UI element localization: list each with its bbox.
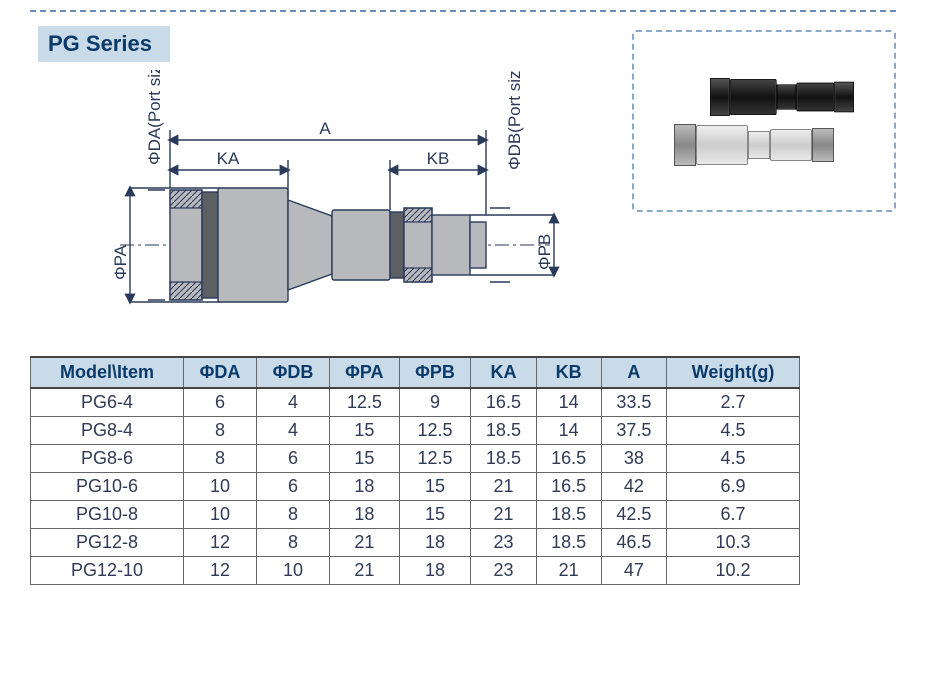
page: PG Series — [0, 0, 926, 697]
col-0: Model\Item — [31, 357, 184, 388]
cell: 37.5 — [601, 417, 666, 445]
cell: 33.5 — [601, 388, 666, 417]
technical-diagram: ΦDA(Port sizeI) ΦDB(Port sizeII) ΦPA ΦPB — [30, 70, 620, 350]
cell: 16.5 — [536, 473, 601, 501]
cell: 6.7 — [667, 501, 800, 529]
cell: 18.5 — [471, 417, 536, 445]
table-row: PG10-810818152118.542.56.7 — [31, 501, 800, 529]
cell: 4.5 — [667, 445, 800, 473]
cell: 10 — [184, 501, 257, 529]
cell: 16.5 — [471, 388, 536, 417]
cell: 18 — [329, 473, 399, 501]
table-row: PG10-610618152116.5426.9 — [31, 473, 800, 501]
cell: PG8-4 — [31, 417, 184, 445]
cell: 18.5 — [471, 445, 536, 473]
cell: 8 — [256, 529, 329, 557]
cell: 10 — [256, 557, 329, 585]
cell: 8 — [256, 501, 329, 529]
cell: 10 — [184, 473, 257, 501]
cell: 12 — [184, 529, 257, 557]
cell: 4 — [256, 388, 329, 417]
cell: 21 — [471, 501, 536, 529]
col-2: ΦDB — [256, 357, 329, 388]
cell: 15 — [329, 445, 399, 473]
table-row: PG8-6861512.518.516.5384.5 — [31, 445, 800, 473]
cell: 21 — [471, 473, 536, 501]
specs-table: Model\ItemΦDAΦDBΦPAΦPBKAKBAWeight(g) PG6… — [30, 356, 800, 585]
cell: 23 — [471, 529, 536, 557]
table-row: PG8-4841512.518.51437.54.5 — [31, 417, 800, 445]
cell: PG8-6 — [31, 445, 184, 473]
cell: 6 — [256, 473, 329, 501]
cell: PG12-10 — [31, 557, 184, 585]
cell: 21 — [536, 557, 601, 585]
cell: 12.5 — [399, 417, 471, 445]
cell: 4 — [256, 417, 329, 445]
cell: 18.5 — [536, 529, 601, 557]
cell: 15 — [399, 473, 471, 501]
label-ka: KA — [217, 149, 240, 168]
cell: PG10-6 — [31, 473, 184, 501]
cell: 18 — [329, 501, 399, 529]
fitting-light — [674, 124, 834, 166]
label-da: ΦDA(Port sizeI) — [145, 70, 164, 165]
label-pb: ΦPB — [535, 234, 554, 270]
cell: 8 — [184, 445, 257, 473]
label-a: A — [319, 119, 331, 138]
cell: 47 — [601, 557, 666, 585]
cell: 6.9 — [667, 473, 800, 501]
cell: 16.5 — [536, 445, 601, 473]
col-8: Weight(g) — [667, 357, 800, 388]
label-db: ΦDB(Port sizeII) — [505, 70, 524, 170]
cell: 2.7 — [667, 388, 800, 417]
cell: 21 — [329, 557, 399, 585]
col-7: A — [601, 357, 666, 388]
cell: 10.3 — [667, 529, 800, 557]
cell: 14 — [536, 388, 601, 417]
cell: 18 — [399, 529, 471, 557]
cell: 12.5 — [399, 445, 471, 473]
cell: 18 — [399, 557, 471, 585]
col-3: ΦPA — [329, 357, 399, 388]
cell: 14 — [536, 417, 601, 445]
table-row: PG12-812821182318.546.510.3 — [31, 529, 800, 557]
cell: 12 — [184, 557, 257, 585]
col-4: ΦPB — [399, 357, 471, 388]
cell: 10.2 — [667, 557, 800, 585]
cell: 12.5 — [329, 388, 399, 417]
col-1: ΦDA — [184, 357, 257, 388]
label-kb: KB — [427, 149, 450, 168]
fitting-dark — [710, 78, 854, 116]
cell: 46.5 — [601, 529, 666, 557]
cell: 21 — [329, 529, 399, 557]
cell: 9 — [399, 388, 471, 417]
cell: PG10-8 — [31, 501, 184, 529]
cell: 15 — [329, 417, 399, 445]
diagram-row: ΦDA(Port sizeI) ΦDB(Port sizeII) ΦPA ΦPB — [30, 70, 896, 350]
table-header-row: Model\ItemΦDAΦDBΦPAΦPBKAKBAWeight(g) — [31, 357, 800, 388]
cell: 38 — [601, 445, 666, 473]
cell: 42.5 — [601, 501, 666, 529]
cell: 8 — [184, 417, 257, 445]
cell: 6 — [256, 445, 329, 473]
cell: PG6-4 — [31, 388, 184, 417]
table-row: PG6-46412.5916.51433.52.7 — [31, 388, 800, 417]
cell: 15 — [399, 501, 471, 529]
cell: 18.5 — [536, 501, 601, 529]
table-row: PG12-101210211823214710.2 — [31, 557, 800, 585]
separator-top — [30, 10, 896, 12]
cell: 42 — [601, 473, 666, 501]
label-pa: ΦPA — [111, 244, 130, 280]
cell: 4.5 — [667, 417, 800, 445]
cell: 6 — [184, 388, 257, 417]
product-photo-box — [632, 30, 896, 212]
series-title: PG Series — [38, 26, 170, 62]
col-6: KB — [536, 357, 601, 388]
col-5: KA — [471, 357, 536, 388]
cell: PG12-8 — [31, 529, 184, 557]
table-body: PG6-46412.5916.51433.52.7PG8-4841512.518… — [31, 388, 800, 585]
cell: 23 — [471, 557, 536, 585]
